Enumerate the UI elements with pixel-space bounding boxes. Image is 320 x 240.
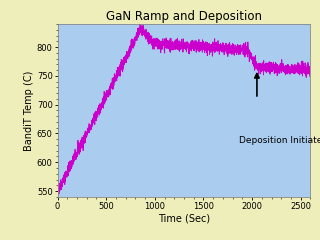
X-axis label: Time (Sec): Time (Sec) — [158, 213, 210, 223]
Text: Deposition Initiated: Deposition Initiated — [239, 136, 320, 145]
Title: GaN Ramp and Deposition: GaN Ramp and Deposition — [106, 10, 262, 23]
Y-axis label: BandiT Temp (C): BandiT Temp (C) — [24, 70, 34, 150]
